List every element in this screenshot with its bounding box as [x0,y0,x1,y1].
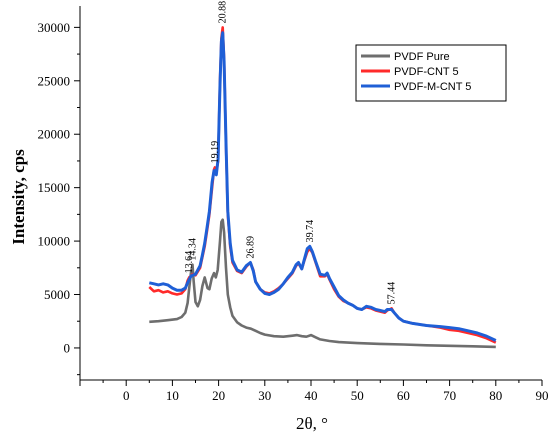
peak-label: 14.34 [187,238,198,261]
legend-label: PVDF Pure [394,51,450,63]
peak-label: 19.19 [210,141,221,164]
x-tick-label: 30 [258,388,271,403]
series-line-3 [148,31,497,342]
y-tick-label: 25000 [38,73,71,88]
x-tick-label: 50 [351,388,364,403]
peak-label: 20.88 [218,1,229,24]
x-axis-ticks: 0 10 20 30 40 50 60 70 80 90 [79,380,549,403]
y-axis-ticks: 0 5000 10000 15000 20000 25000 30000 [38,20,80,376]
x-tick-label: 60 [397,388,410,403]
x-tick-label: 10 [166,388,179,403]
legend-box [355,44,507,102]
x-tick-label: 90 [536,388,549,403]
y-axis-title: Intensity, cps [9,149,28,245]
y-tick-label: 30000 [38,20,71,35]
y-tick-label: 10000 [38,234,71,249]
x-tick-label: 80 [489,388,502,403]
peak-label: 26.89 [245,236,256,259]
peak-label: 57.44 [387,282,398,305]
legend-label: PVDF-CNT 5 [394,66,459,78]
peak-label: 13.64 [184,251,195,274]
legend-label: PVDF-M-CNT 5 [394,81,471,93]
x-tick-label: 0 [123,388,130,403]
y-tick-label: 15000 [38,180,71,195]
y-tick-label: 20000 [38,127,71,142]
x-tick-label: 40 [305,388,318,403]
y-tick-label: 5000 [44,287,70,302]
series-line-1 [149,218,496,349]
legend: PVDF Pure PVDF-CNT 5 PVDF-M-CNT 5 [355,44,507,102]
y-tick-label: 0 [64,340,71,355]
x-tick-label: 20 [212,388,225,403]
peak-label: 39.74 [305,220,316,243]
x-tick-label: 70 [443,388,456,403]
plot-lines [148,26,497,349]
x-axis-title: 2θ, ° [296,414,328,433]
